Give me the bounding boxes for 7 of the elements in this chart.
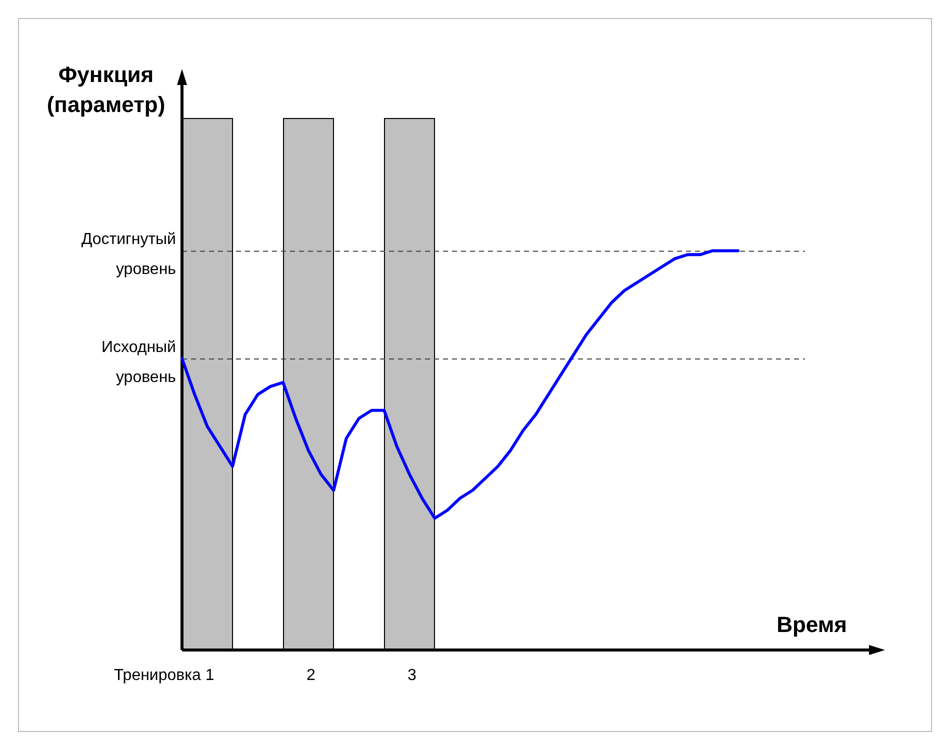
text: 3 bbox=[408, 667, 416, 685]
text: Тренировка 1 bbox=[114, 667, 214, 685]
x-axis-title: Время bbox=[776, 612, 847, 638]
text: 2 bbox=[306, 667, 316, 685]
ref-line-label: Исходный уровень bbox=[102, 338, 176, 386]
ref-line-label: Достигнутый уровень bbox=[81, 231, 176, 278]
text: Функция (параметр) bbox=[46, 62, 166, 118]
